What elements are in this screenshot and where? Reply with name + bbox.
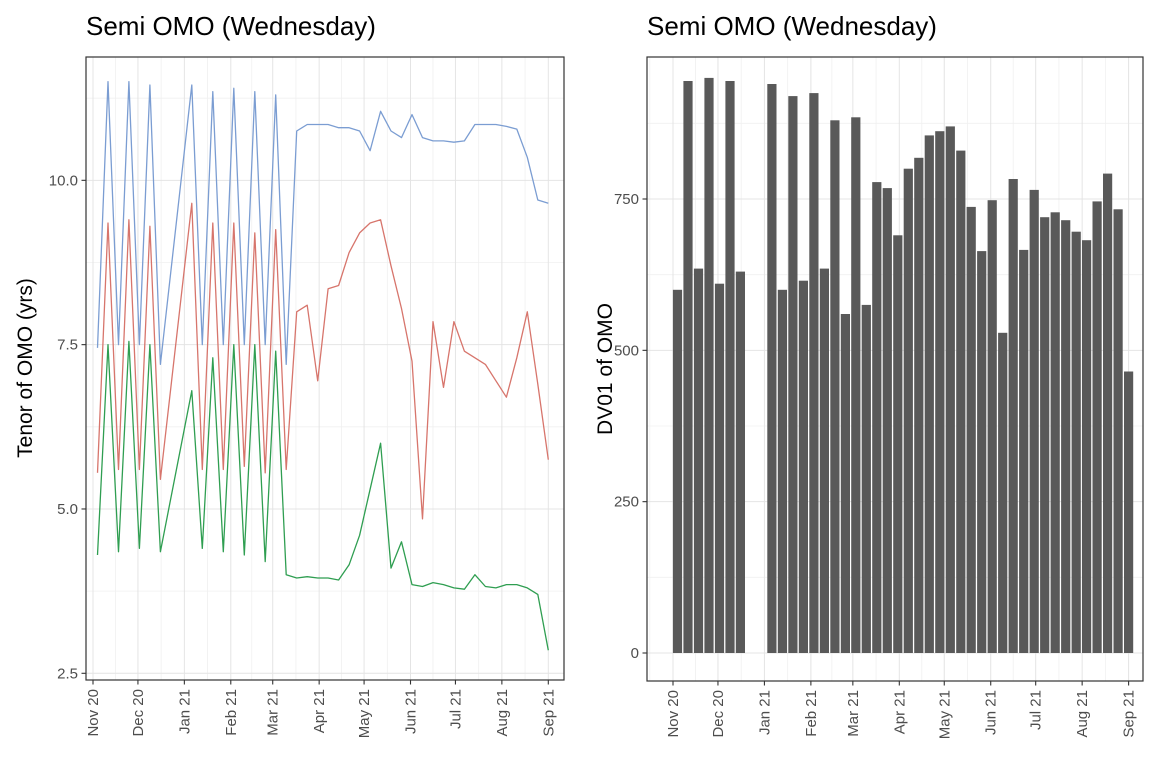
x-tick-label: Sep 21 bbox=[1121, 690, 1138, 738]
x-tick-label: Jul 21 bbox=[447, 689, 464, 729]
bar bbox=[819, 268, 829, 653]
right-chart-title: Semi OMO (Wednesday) bbox=[647, 11, 937, 41]
bar bbox=[704, 77, 714, 653]
bar bbox=[725, 81, 735, 653]
x-tick-label: Dec 20 bbox=[130, 689, 147, 737]
tenor-blue-line bbox=[96, 81, 549, 366]
bar bbox=[1008, 179, 1018, 653]
bar bbox=[966, 206, 976, 653]
tenor-green-line bbox=[96, 340, 549, 651]
bar bbox=[1050, 212, 1060, 654]
y-tick-label: 250 bbox=[614, 494, 639, 511]
bar bbox=[893, 235, 903, 654]
right-panel-border bbox=[646, 56, 1144, 682]
y-tick-label: 0 bbox=[631, 645, 639, 662]
left-panel-border bbox=[85, 56, 565, 681]
bar bbox=[1040, 217, 1050, 653]
bar bbox=[767, 84, 777, 653]
x-tick-label: Nov 20 bbox=[85, 689, 102, 737]
bar bbox=[956, 150, 966, 653]
bar bbox=[1061, 220, 1071, 653]
bar bbox=[1124, 371, 1134, 653]
y-tick-label: 750 bbox=[614, 191, 639, 208]
right-chart-panel: 0 250 500 750 Nov 20 Dec 20 Jan 21 Feb 21 Mar 21… bbox=[614, 56, 1144, 739]
bar bbox=[830, 120, 840, 654]
bar bbox=[924, 135, 934, 653]
left-chart-panel: 2.5 5.0 7.5 10.0 Nov 20 Dec 20 Jan 21 Feb 21 Mar… bbox=[49, 56, 565, 738]
bar bbox=[861, 304, 871, 653]
bar bbox=[945, 126, 955, 653]
bar bbox=[882, 188, 892, 653]
bar bbox=[683, 81, 693, 653]
bar bbox=[998, 332, 1008, 653]
bar bbox=[1113, 209, 1123, 654]
x-tick-label: Feb 21 bbox=[223, 689, 240, 736]
x-tick-label: Mar 21 bbox=[265, 689, 282, 736]
bar bbox=[935, 131, 945, 653]
right-y-axis-title: DV01 of OMO bbox=[594, 303, 617, 435]
bar bbox=[672, 289, 683, 653]
bar bbox=[788, 96, 798, 654]
bar bbox=[1082, 240, 1092, 653]
x-tick-label: Jul 21 bbox=[1028, 690, 1045, 730]
bar bbox=[840, 314, 850, 653]
bar bbox=[903, 168, 913, 653]
y-tick-label: 500 bbox=[614, 342, 639, 359]
right-x-axis: Nov 20 Dec 20 Jan 21 Feb 21 Mar 21 Apr 21 May … bbox=[665, 681, 1138, 739]
bar bbox=[1092, 201, 1102, 653]
tenor-red-line bbox=[96, 202, 549, 520]
x-tick-label: Mar 21 bbox=[845, 690, 862, 737]
x-tick-label: Dec 20 bbox=[710, 690, 727, 738]
left-x-axis: Nov 20 Dec 20 Jan 21 Feb 21 Mar 21 Apr 21 May … bbox=[85, 680, 557, 738]
x-tick-label: Apr 21 bbox=[891, 690, 908, 734]
x-tick-label: Nov 20 bbox=[665, 690, 682, 738]
left-y-axis: 2.5 5.0 7.5 10.0 bbox=[49, 172, 86, 682]
left-gridlines bbox=[86, 57, 564, 680]
y-tick-label: 5.0 bbox=[57, 501, 78, 518]
bar bbox=[1103, 173, 1113, 653]
bar bbox=[977, 251, 987, 653]
x-tick-label: May 21 bbox=[356, 689, 373, 738]
right-y-axis: 0 250 500 750 bbox=[614, 191, 647, 662]
x-tick-label: Jan 21 bbox=[756, 690, 773, 735]
x-tick-label: Apr 21 bbox=[311, 689, 328, 733]
dv01-bars bbox=[672, 77, 1134, 654]
x-tick-label: Sep 21 bbox=[540, 689, 557, 737]
bar bbox=[777, 289, 787, 653]
x-tick-label: Feb 21 bbox=[803, 690, 820, 737]
bar bbox=[914, 157, 924, 654]
x-tick-label: Jan 21 bbox=[176, 689, 193, 734]
bar bbox=[798, 280, 808, 653]
x-tick-label: Aug 21 bbox=[1074, 690, 1091, 738]
x-tick-label: May 21 bbox=[936, 690, 953, 739]
bar bbox=[1071, 231, 1081, 653]
y-tick-label: 2.5 bbox=[57, 665, 78, 682]
left-y-axis-title: Tenor of OMO (yrs) bbox=[14, 278, 37, 458]
bar bbox=[735, 271, 745, 653]
bar bbox=[1029, 189, 1039, 653]
bar bbox=[987, 200, 997, 653]
x-tick-label: Aug 21 bbox=[494, 689, 511, 737]
left-chart-title: Semi OMO (Wednesday) bbox=[86, 11, 376, 41]
y-tick-label: 7.5 bbox=[57, 337, 78, 354]
bar bbox=[1019, 249, 1029, 653]
x-tick-label: Jun 21 bbox=[403, 689, 420, 734]
x-tick-label: Jun 21 bbox=[983, 690, 1000, 735]
bar bbox=[693, 268, 704, 653]
bar bbox=[872, 182, 882, 653]
bar bbox=[809, 93, 819, 654]
y-tick-label: 10.0 bbox=[49, 172, 78, 189]
bar bbox=[851, 117, 861, 654]
bar bbox=[714, 283, 725, 653]
